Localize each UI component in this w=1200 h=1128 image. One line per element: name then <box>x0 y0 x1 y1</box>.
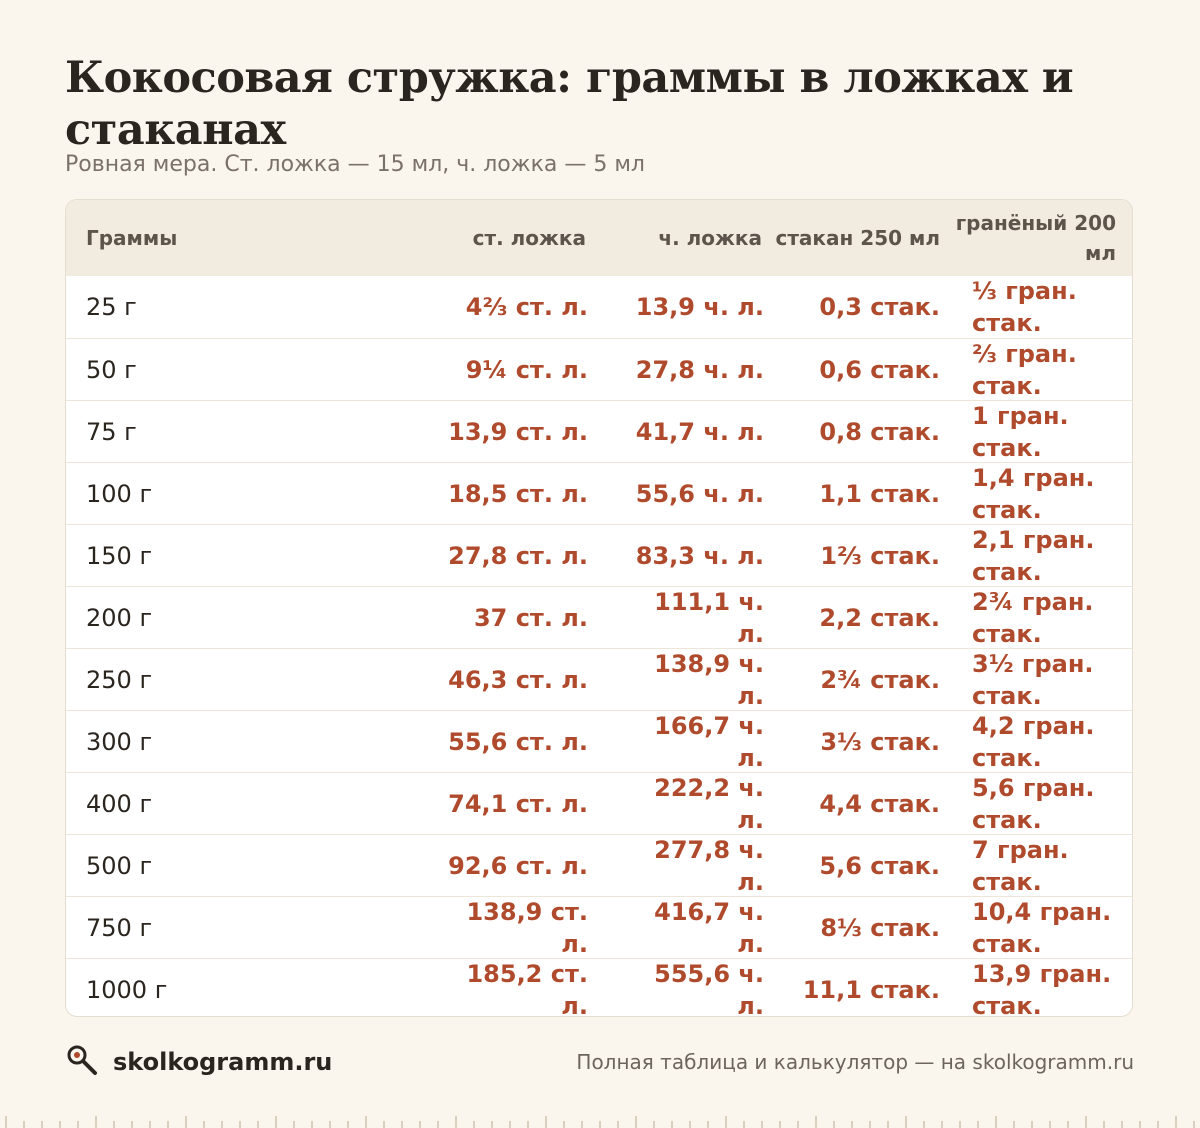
table-row: 500 г 92,6 ст. л. 277,8 ч. л. 5,6 стак. 7 гр… <box>66 834 1132 896</box>
faceted-glass-cell: 3½ гран. стак. <box>972 649 1094 710</box>
cup-250-cell: 11,1 стак. <box>802 975 940 1004</box>
cup-250-cell: 0,6 стак. <box>819 355 940 384</box>
cup-250-cell: 3⅓ стак. <box>820 727 940 756</box>
table-body: 25 г 4⅔ ст. л. 13,9 ч. л. 0,3 стак. ⅓ гран. … <box>66 276 1132 1017</box>
tablespoon-cell: 4⅔ ст. л. <box>465 292 588 321</box>
teaspoon-cell: 138,9 ч. л. <box>654 649 764 710</box>
grams-cell: 150 г <box>86 541 153 570</box>
tablespoon-cell: 37 ст. л. <box>473 603 588 632</box>
teaspoon-cell: 13,9 ч. л. <box>635 292 764 321</box>
faceted-glass-cell: ⅓ гран. стак. <box>972 276 1077 337</box>
faceted-glass-cell: ⅔ гран. стак. <box>972 339 1077 400</box>
page-title: Кокосовая стружка: граммы в ложках и ста… <box>65 53 1074 155</box>
grams-cell: 1000 г <box>86 975 168 1004</box>
table-row: 200 г 37 ст. л. 111,1 ч. л. 2,2 стак. 2¾ гра… <box>66 586 1132 648</box>
ruler-decoration <box>5 1116 1195 1128</box>
tablespoon-cell: 27,8 ст. л. <box>448 541 588 570</box>
faceted-glass-cell: 2,1 гран. стак. <box>972 525 1095 586</box>
cup-250-cell: 2¾ стак. <box>820 665 940 694</box>
teaspoon-cell: 277,8 ч. л. <box>654 835 764 896</box>
tablespoon-cell: 46,3 ст. л. <box>448 665 588 694</box>
table-row: 750 г 138,9 ст. л. 416,7 ч. л. 8⅓ стак. 10,4… <box>66 896 1132 958</box>
tablespoon-cell: 18,5 ст. л. <box>448 479 588 508</box>
teaspoon-cell: 416,7 ч. л. <box>654 897 764 958</box>
grams-cell: 250 г <box>86 665 153 694</box>
faceted-glass-cell: 1,4 гран. стак. <box>972 463 1095 524</box>
table-row: 75 г 13,9 ст. л. 41,7 ч. л. 0,8 стак. 1 гран… <box>66 400 1132 462</box>
header-faceted-glass-200: гранёный 200 мл <box>955 211 1116 265</box>
table-row: 100 г 18,5 ст. л. 55,6 ч. л. 1,1 стак. 1,4 г… <box>66 462 1132 524</box>
teaspoon-cell: 41,7 ч. л. <box>635 417 764 446</box>
cup-250-cell: 1,1 стак. <box>819 479 940 508</box>
tablespoon-cell: 74,1 ст. л. <box>448 789 588 818</box>
teaspoon-cell: 166,7 ч. л. <box>654 711 764 772</box>
grams-cell: 750 г <box>86 913 153 942</box>
faceted-glass-cell: 5,6 гран. стак. <box>972 773 1095 834</box>
teaspoon-cell: 27,8 ч. л. <box>635 355 764 384</box>
cup-250-cell: 2,2 стак. <box>819 603 940 632</box>
cup-250-cell: 5,6 стак. <box>819 851 940 880</box>
header-teaspoon: ч. ложка <box>658 226 762 250</box>
conversion-table: Граммы ст. ложка ч. ложка стакан 250 мл … <box>65 199 1133 1017</box>
table-row: 250 г 46,3 ст. л. 138,9 ч. л. 2¾ стак. 3½ гр… <box>66 648 1132 710</box>
tablespoon-cell: 13,9 ст. л. <box>448 417 588 446</box>
table-header: Граммы ст. ложка ч. ложка стакан 250 мл … <box>66 200 1132 276</box>
grams-cell: 50 г <box>86 355 137 384</box>
grams-cell: 400 г <box>86 789 153 818</box>
grams-cell: 25 г <box>86 292 137 321</box>
table-row: 150 г 27,8 ст. л. 83,3 ч. л. 1⅔ стак. 2,1 гр… <box>66 524 1132 586</box>
header-tablespoon: ст. ложка <box>472 226 586 250</box>
grams-cell: 500 г <box>86 851 153 880</box>
table-row: 300 г 55,6 ст. л. 166,7 ч. л. 3⅓ стак. 4,2 г… <box>66 710 1132 772</box>
teaspoon-cell: 55,6 ч. л. <box>635 479 764 508</box>
table-row: 400 г 74,1 ст. л. 222,2 ч. л. 4,4 стак. 5,6 … <box>66 772 1132 834</box>
tablespoon-cell: 9¼ ст. л. <box>465 355 588 384</box>
footer-brand: skolkogramm.ru <box>113 1048 333 1076</box>
teaspoon-cell: 555,6 ч. л. <box>654 959 764 1017</box>
cup-250-cell: 1⅔ стак. <box>820 541 940 570</box>
page-subtitle: Ровная мера. Ст. ложка — 15 мл, ч. ложка… <box>65 152 645 177</box>
footer-logo: skolkogramm.ru <box>65 1044 332 1080</box>
grams-cell: 100 г <box>86 479 153 508</box>
grams-cell: 200 г <box>86 603 153 632</box>
cup-250-cell: 0,8 стак. <box>819 417 940 446</box>
footer-note: Полная таблица и калькулятор — на skolko… <box>576 1050 1134 1074</box>
table-row: 50 г 9¼ ст. л. 27,8 ч. л. 0,6 стак. ⅔ гран. … <box>66 338 1132 400</box>
faceted-glass-cell: 13,9 гран. стак. <box>972 959 1112 1017</box>
cup-250-cell: 4,4 стак. <box>819 789 940 818</box>
header-grams: Граммы <box>86 226 178 250</box>
faceted-glass-cell: 1 гран. стак. <box>972 401 1069 462</box>
grams-cell: 75 г <box>86 417 137 446</box>
table-row: 25 г 4⅔ ст. л. 13,9 ч. л. 0,3 стак. ⅓ гран. … <box>66 276 1132 338</box>
tablespoon-cell: 55,6 ст. л. <box>448 727 588 756</box>
table-row: 1000 г 185,2 ст. л. 555,6 ч. л. 11,1 стак. 1… <box>66 958 1132 1017</box>
tablespoon-cell: 92,6 ст. л. <box>448 851 588 880</box>
magnifier-icon <box>65 1043 99 1081</box>
teaspoon-cell: 83,3 ч. л. <box>635 541 764 570</box>
header-cup-250: стакан 250 мл <box>775 226 940 250</box>
tablespoon-cell: 185,2 ст. л. <box>466 959 588 1017</box>
faceted-glass-cell: 4,2 гран. стак. <box>972 711 1095 772</box>
faceted-glass-cell: 7 гран. стак. <box>972 835 1069 896</box>
teaspoon-cell: 111,1 ч. л. <box>654 587 764 648</box>
cup-250-cell: 0,3 стак. <box>819 292 940 321</box>
cup-250-cell: 8⅓ стак. <box>820 913 940 942</box>
faceted-glass-cell: 10,4 гран. стак. <box>972 897 1112 958</box>
tablespoon-cell: 138,9 ст. л. <box>466 897 588 958</box>
faceted-glass-cell: 2¾ гран. стак. <box>972 587 1094 648</box>
grams-cell: 300 г <box>86 727 153 756</box>
teaspoon-cell: 222,2 ч. л. <box>654 773 764 834</box>
